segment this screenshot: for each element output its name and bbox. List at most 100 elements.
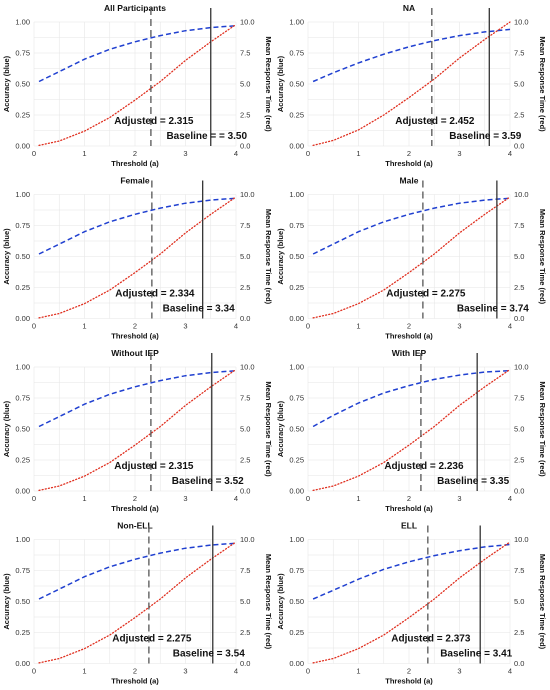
y2-tick-label: 5.0 (514, 597, 524, 606)
panel-title: Female (120, 176, 150, 186)
response-time-line (38, 541, 237, 664)
baseline-annotation: Baseline = = 3.50 (166, 131, 247, 142)
gridlines (307, 21, 511, 147)
x-tick-label: 0 (306, 667, 310, 676)
x-tick-label: 2 (407, 667, 411, 676)
gridlines (307, 539, 511, 664)
y2-tick-label: 0.0 (240, 142, 250, 151)
x-tick-label: 3 (457, 494, 461, 503)
adjusted-annotation: Adjusted = 2.275 (112, 634, 192, 645)
y-tick-label: 1.00 (289, 363, 304, 372)
accuracy-line (38, 24, 237, 83)
y2-axis-label: Mean Response Time (red) (538, 209, 547, 305)
panel-title: With IEP (392, 348, 427, 358)
y2-tick-label: 7.5 (240, 49, 250, 58)
y2-tick-label: 7.5 (514, 221, 524, 230)
x-tick-label: 0 (32, 667, 36, 676)
adjusted-annotation: Adjusted = 2.334 (115, 289, 195, 300)
y2-tick-label: 10.0 (514, 190, 529, 199)
y-axis-label: Accuracy (blue) (276, 228, 285, 285)
y-tick-label: 0.75 (289, 394, 304, 403)
y2-tick-label: 10.0 (514, 18, 529, 27)
accuracy-line (312, 543, 511, 600)
y2-tick-label: 7.5 (514, 394, 524, 403)
y2-tick-label: 2.5 (514, 111, 524, 120)
gridlines (33, 194, 237, 319)
panel-5: Without IEP 0.00 0.25 0.50 0.75 1.00 0.0 2.5 5.0… (2, 348, 273, 513)
baseline-annotation: Baseline = 3.41 (440, 649, 512, 660)
accuracy-line (312, 369, 511, 428)
y2-tick-label: 10.0 (514, 535, 529, 544)
y2-axis-label: Mean Response Time (red) (264, 209, 273, 305)
accuracy-line (38, 542, 237, 600)
y-tick-label: 0.25 (289, 111, 304, 120)
y-tick-label: 0.25 (15, 111, 30, 120)
y2-axis-label: Mean Response Time (red) (264, 554, 273, 650)
x-tick-label: 1 (82, 667, 86, 676)
y-tick-label: 0.00 (15, 659, 30, 668)
y-tick-label: 0.00 (289, 659, 304, 668)
baseline-annotation: Baseline = 3.74 (457, 304, 529, 315)
baseline-annotation: Baseline = 3.52 (172, 476, 244, 487)
x-tick-label: 1 (356, 149, 360, 158)
x-tick-label: 0 (306, 322, 310, 331)
y-tick-label: 1.00 (15, 363, 30, 372)
x-tick-label: 1 (82, 494, 86, 503)
gridlines (33, 21, 237, 147)
y2-tick-label: 5.0 (240, 80, 250, 89)
y-tick-label: 1.00 (289, 190, 304, 199)
x-axis-label: Threshold (a) (111, 159, 159, 168)
y2-axis-label: Mean Response Time (red) (264, 36, 273, 132)
y2-tick-label: 5.0 (240, 425, 250, 434)
panel-6: With IEP 0.00 0.25 0.50 0.75 1.00 0.0 2.5 5.0 7.5… (276, 348, 547, 513)
y-tick-label: 0.25 (15, 628, 30, 637)
accuracy-line (312, 197, 511, 255)
panel-8: ELL 0.00 0.25 0.50 0.75 1.00 0.0 2.5 5.0 7.5 10.0 0… (276, 521, 547, 686)
y2-tick-label: 10.0 (240, 190, 255, 199)
x-tick-label: 1 (356, 322, 360, 331)
y-tick-label: 0.50 (15, 425, 30, 434)
y-tick-label: 0.75 (15, 566, 30, 575)
panel-2: NA 0.00 0.25 0.50 0.75 1.00 0.0 2.5 5.0 7.5 10.0 0 1… (276, 3, 547, 168)
y-tick-label: 0.50 (15, 80, 30, 89)
x-tick-label: 2 (133, 322, 137, 331)
y2-tick-label: 2.5 (240, 456, 250, 465)
y2-tick-label: 0.0 (240, 659, 250, 668)
y-tick-label: 0.25 (289, 456, 304, 465)
y2-axis-label: Mean Response Time (red) (264, 381, 273, 477)
panel-title: Non-ELL (117, 521, 152, 531)
y2-tick-label: 7.5 (240, 566, 250, 575)
y-tick-label: 0.25 (15, 456, 30, 465)
x-axis-label: Threshold (a) (385, 504, 433, 513)
y-tick-label: 0.75 (289, 221, 304, 230)
y-axis-label: Accuracy (blue) (2, 228, 11, 285)
y2-tick-label: 5.0 (240, 597, 250, 606)
x-tick-label: 4 (234, 667, 238, 676)
y-tick-label: 0.50 (289, 425, 304, 434)
x-tick-label: 4 (508, 322, 512, 331)
x-tick-label: 3 (457, 667, 461, 676)
y-tick-label: 0.00 (289, 142, 304, 151)
y-tick-label: 0.75 (289, 49, 304, 58)
y2-tick-label: 7.5 (240, 221, 250, 230)
x-tick-label: 1 (356, 667, 360, 676)
x-tick-label: 3 (183, 667, 187, 676)
y2-tick-label: 0.0 (514, 659, 524, 668)
y2-tick-label: 7.5 (240, 394, 250, 403)
y-tick-label: 0.75 (289, 566, 304, 575)
y-tick-label: 0.25 (15, 283, 30, 292)
x-tick-label: 3 (457, 322, 461, 331)
x-axis-label: Threshold (a) (385, 677, 433, 686)
y2-tick-label: 0.0 (514, 314, 524, 323)
y-axis-label: Accuracy (blue) (2, 55, 11, 112)
response-time-line (312, 21, 511, 147)
y-tick-label: 0.25 (289, 628, 304, 637)
response-time-line (38, 196, 237, 319)
x-tick-label: 1 (82, 149, 86, 158)
y-tick-label: 1.00 (15, 535, 30, 544)
response-time-line (38, 368, 237, 492)
panel-3: Female0.000.250.500.751.000.02.55.07.510… (2, 176, 273, 341)
x-tick-label: 0 (306, 149, 310, 158)
y-axis-label: Accuracy (blue) (2, 400, 11, 457)
y-axis-label: Accuracy (blue) (276, 400, 285, 457)
